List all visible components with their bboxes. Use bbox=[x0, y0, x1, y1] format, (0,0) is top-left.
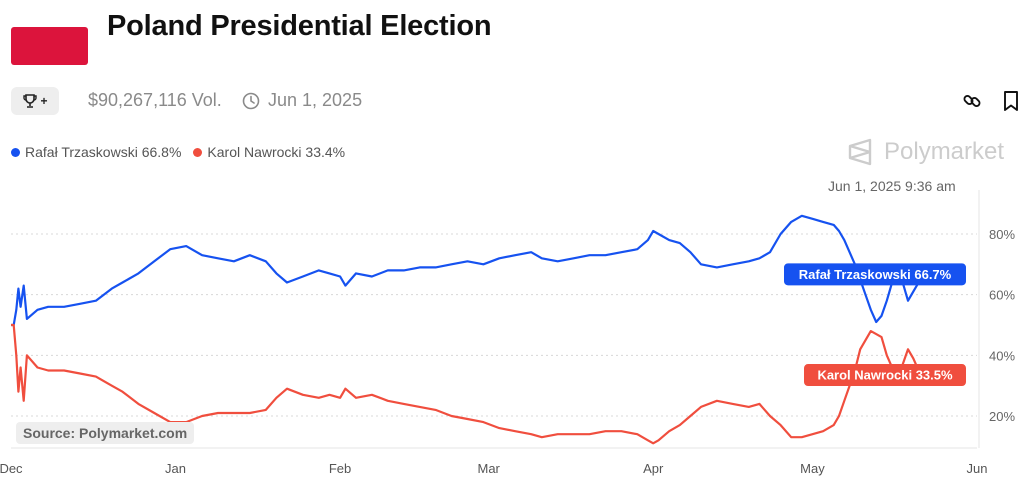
clock-icon bbox=[242, 92, 260, 109]
bookmark-icon[interactable] bbox=[1002, 90, 1020, 112]
x-tick-label: Feb bbox=[329, 461, 351, 476]
legend-item-nawrocki: Karol Nawrocki 33.4% bbox=[193, 144, 345, 160]
y-tick-label: 40% bbox=[989, 348, 1015, 363]
legend-item-trzaskowski: Rafał Trzaskowski 66.8% bbox=[11, 144, 181, 160]
legend-dot-icon bbox=[11, 147, 20, 157]
link-icon[interactable] bbox=[962, 91, 982, 111]
source-credit: Source: Polymarket.com bbox=[16, 422, 195, 444]
legend-dot-icon bbox=[193, 147, 203, 157]
y-tick-label: 60% bbox=[989, 288, 1015, 303]
x-tick-label: Dec bbox=[0, 461, 23, 476]
x-tick-label: Jan bbox=[165, 461, 186, 476]
x-tick-label: Mar bbox=[477, 461, 500, 476]
x-tick-label: Jun bbox=[967, 461, 988, 476]
brand-name: Polymarket bbox=[884, 138, 1005, 165]
y-tick-label: 20% bbox=[989, 409, 1015, 424]
legend-label: Rafał Trzaskowski 66.8% bbox=[25, 144, 182, 160]
series-end-label-box bbox=[804, 364, 966, 387]
legend-label: Karol Nawrocki 33.4% bbox=[207, 144, 346, 160]
trophy-plus-label: + bbox=[40, 94, 48, 108]
price-chart[interactable]: 20% 40% 60% 80% Dec Jan Feb Mar Apr May Jun Rafał T… bbox=[0, 190, 1024, 487]
chart-legend: Rafał Trzaskowski 66.8% Karol Nawrocki 3… bbox=[11, 144, 345, 160]
page-title: Poland Presidential Election bbox=[107, 10, 492, 42]
polymarket-watermark: Polymarket bbox=[846, 137, 1004, 167]
x-tick-label: Apr bbox=[643, 461, 664, 476]
poland-flag-image bbox=[11, 27, 88, 65]
trophy-icon bbox=[23, 94, 38, 108]
volume-text: $90,267,116 Vol. bbox=[88, 90, 222, 110]
series-end-label-box bbox=[784, 263, 966, 286]
end-date: Jun 1, 2025 bbox=[242, 90, 362, 111]
trophy-button[interactable]: + bbox=[11, 87, 59, 115]
hover-timestamp: Jun 1, 2025 9:36 am bbox=[828, 178, 956, 194]
series-end-label: Rafał Trzaskowski 66.7% bbox=[799, 267, 952, 282]
end-date-label: Jun 1, 2025 bbox=[268, 90, 363, 110]
y-tick-label: 80% bbox=[989, 227, 1015, 242]
x-tick-label: May bbox=[800, 461, 825, 476]
series-line-trzaskowski bbox=[11, 214, 923, 327]
series-end-label: Karol Nawrocki 33.5% bbox=[817, 368, 953, 383]
polymarket-logo-icon bbox=[848, 138, 872, 166]
